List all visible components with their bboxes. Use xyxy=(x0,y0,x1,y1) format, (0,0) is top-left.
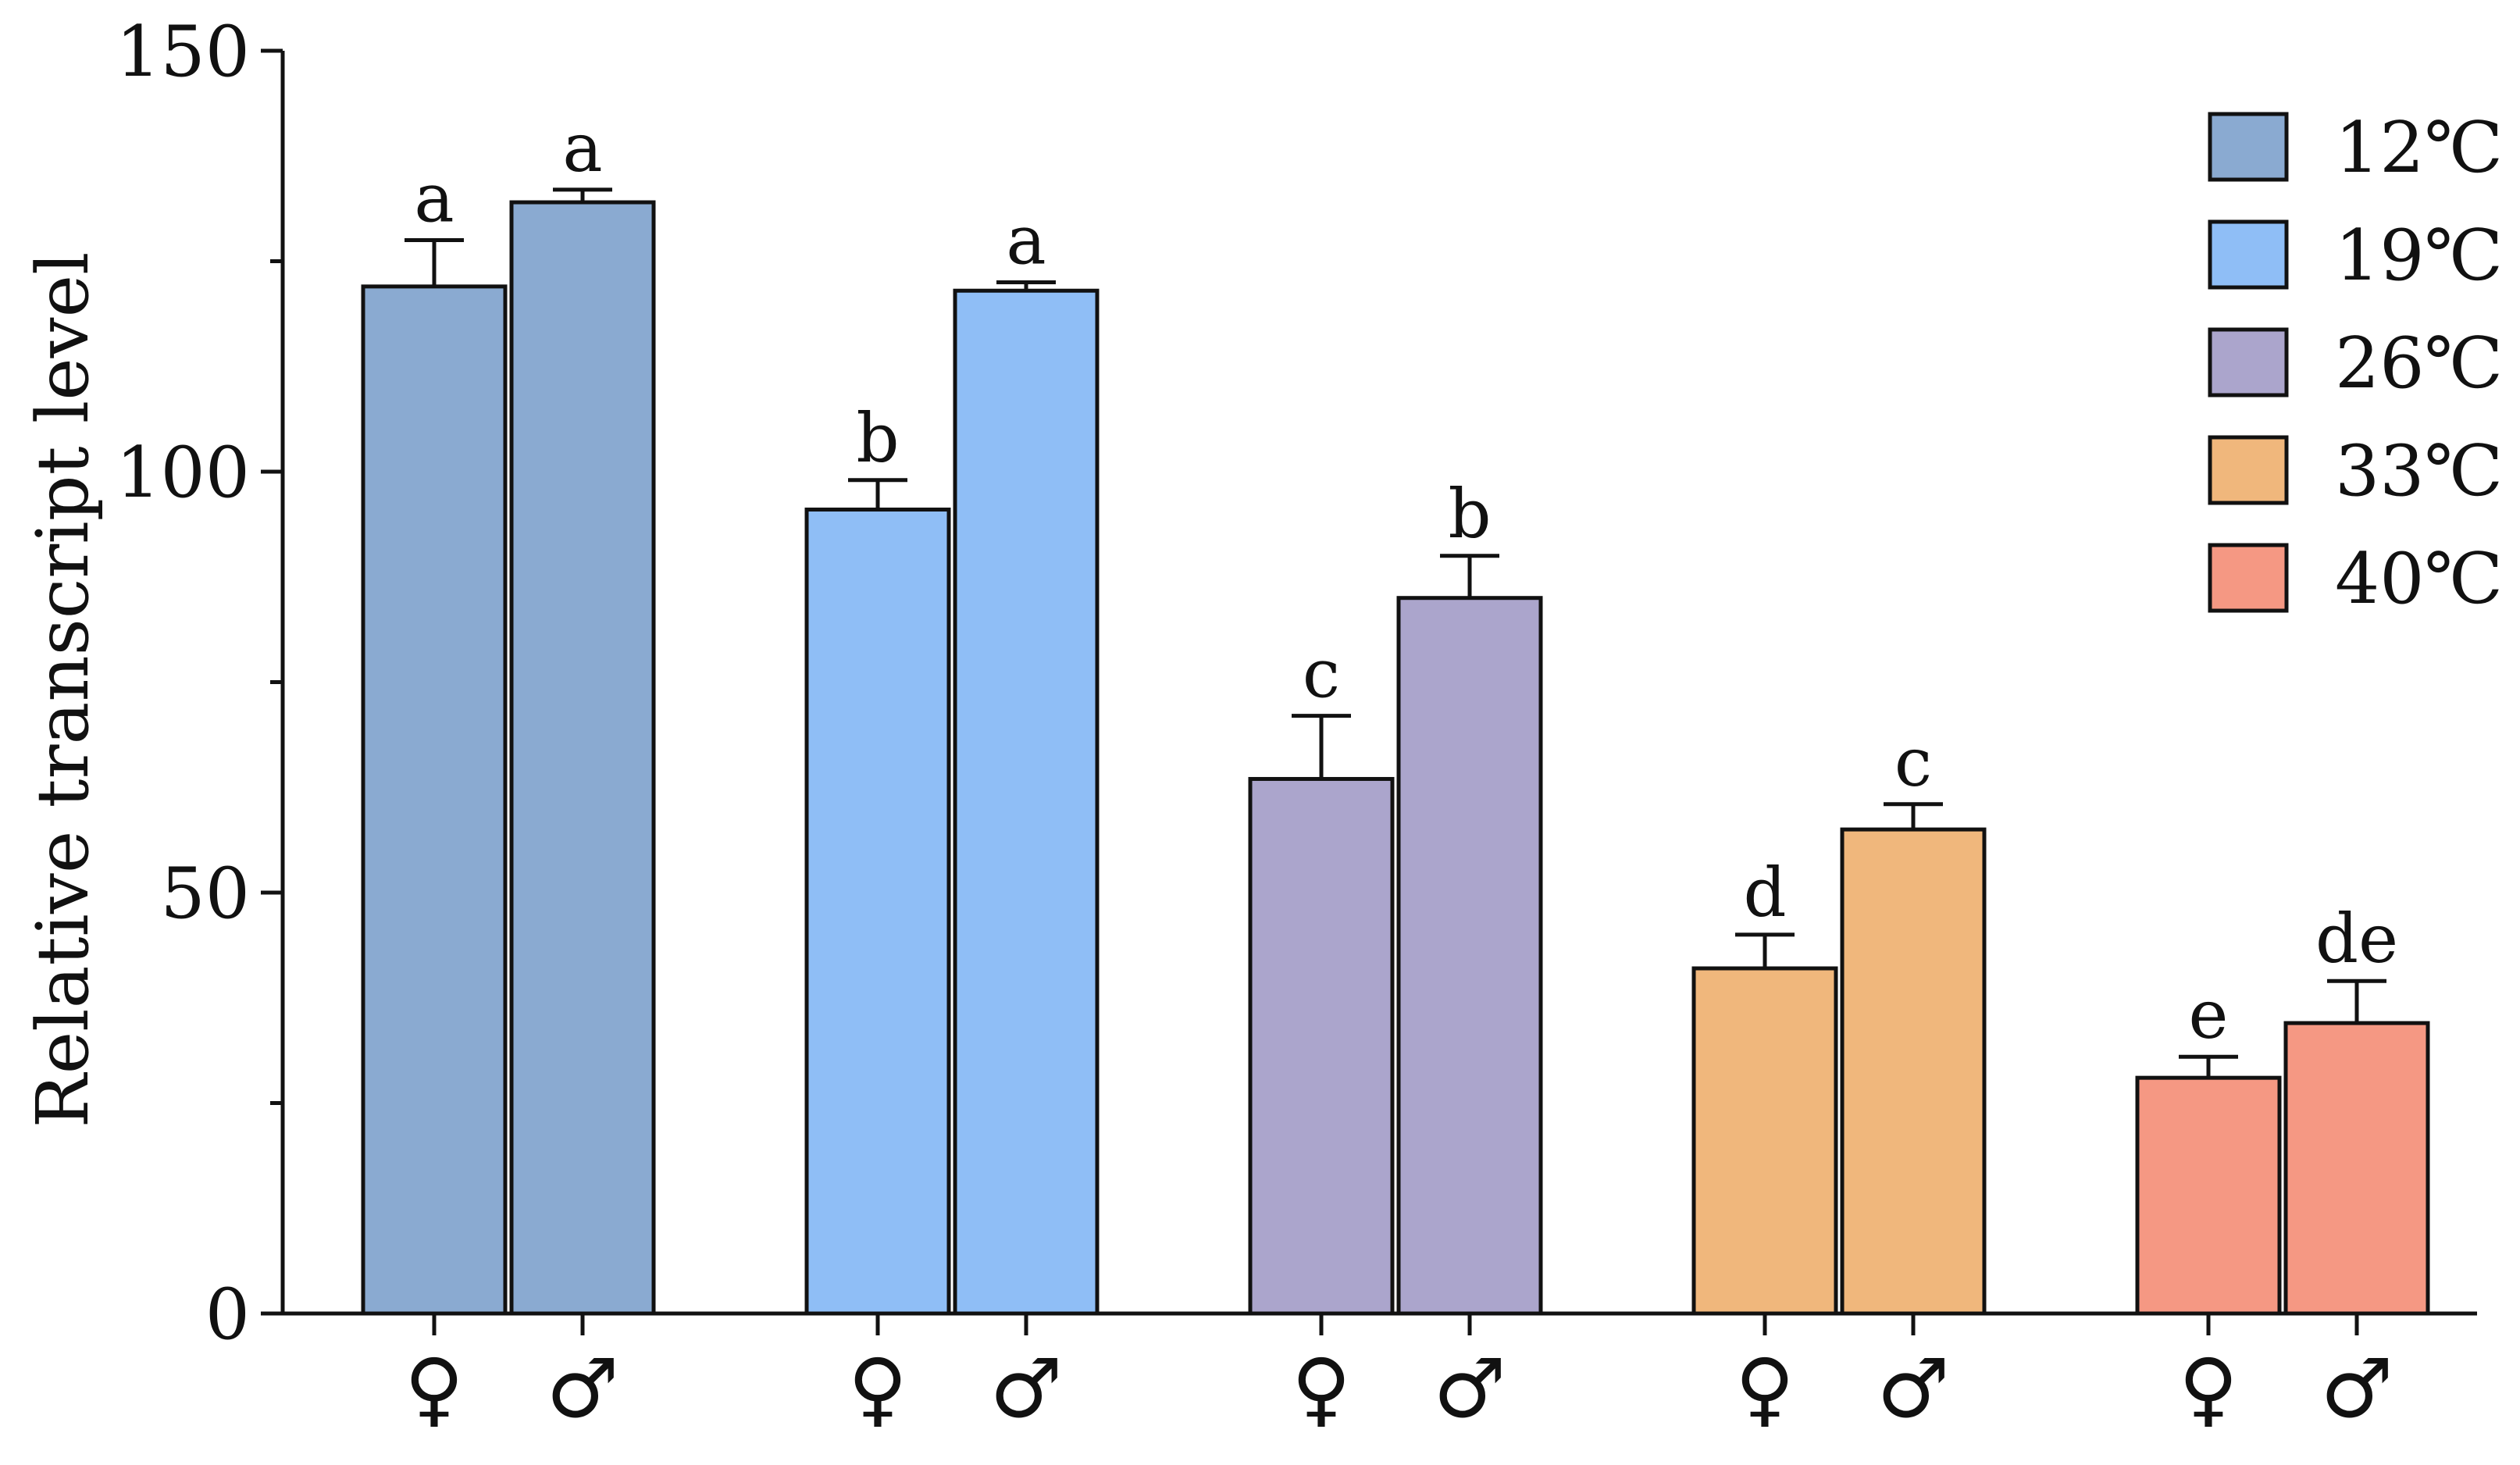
x-tick-label: ♂ xyxy=(989,1341,1062,1436)
legend-label: 19℃ xyxy=(2335,215,2503,297)
bar xyxy=(953,288,1100,1316)
x-tick-label: ♀ xyxy=(405,1341,464,1436)
y-tick-label: 150 xyxy=(116,11,250,93)
x-tick-label: ♀ xyxy=(848,1341,907,1436)
legend-label: 26℃ xyxy=(2335,323,2503,405)
x-tick-label: ♀ xyxy=(2179,1341,2238,1436)
legend-swatch xyxy=(2208,112,2289,182)
y-tick-label: 100 xyxy=(116,432,250,514)
x-tick-label: ♀ xyxy=(1292,1341,1351,1436)
x-tick-label: ♂ xyxy=(1433,1341,1506,1436)
significance-label: d xyxy=(1743,854,1786,932)
x-tick-label: ♂ xyxy=(2320,1341,2393,1436)
significance-label: c xyxy=(1894,724,1932,802)
x-tick-label: ♀ xyxy=(1735,1341,1795,1436)
bar xyxy=(1396,596,1543,1316)
y-axis: 0 50 100 150 xyxy=(116,11,285,1356)
y-axis-title: Relative transcript level xyxy=(21,251,105,1128)
x-tick-label: ♂ xyxy=(1877,1341,1949,1436)
bar xyxy=(2135,1075,2282,1316)
significance-label: a xyxy=(1006,201,1046,280)
bar xyxy=(509,200,656,1316)
significance-label: b xyxy=(1448,476,1491,554)
y-tick-label: 0 xyxy=(205,1274,250,1356)
x-tick-label: ♂ xyxy=(546,1341,618,1436)
legend-label: 40℃ xyxy=(2335,538,2503,620)
bar xyxy=(1840,827,1987,1316)
y-tick-label: 50 xyxy=(160,853,250,935)
significance-label: de xyxy=(2315,900,2398,978)
significance-label: a xyxy=(562,109,602,187)
bar xyxy=(1248,776,1395,1316)
legend-swatch xyxy=(2208,327,2289,397)
bar xyxy=(1691,966,1838,1316)
x-axis: ♀ ♂ ♀ ♂ ♀ ♂ ♀ ♂ ♀ ♂ xyxy=(273,1311,2477,1436)
legend-swatch xyxy=(2208,543,2289,613)
legend-swatch xyxy=(2208,435,2289,505)
legend-label: 12℃ xyxy=(2335,107,2503,189)
legend-label: 33℃ xyxy=(2335,430,2503,512)
bar xyxy=(804,508,951,1316)
legend: 12℃ 19℃ 26℃ 33℃ 40℃ xyxy=(2208,107,2503,620)
bar xyxy=(2283,1021,2430,1316)
significance-label: a xyxy=(414,160,454,238)
significance-label: b xyxy=(856,400,899,478)
significance-label: c xyxy=(1303,636,1340,714)
bar xyxy=(361,284,508,1316)
bars: a a b a c b d c e de xyxy=(361,109,2430,1316)
significance-label: e xyxy=(2189,976,2229,1054)
legend-swatch xyxy=(2208,219,2289,290)
